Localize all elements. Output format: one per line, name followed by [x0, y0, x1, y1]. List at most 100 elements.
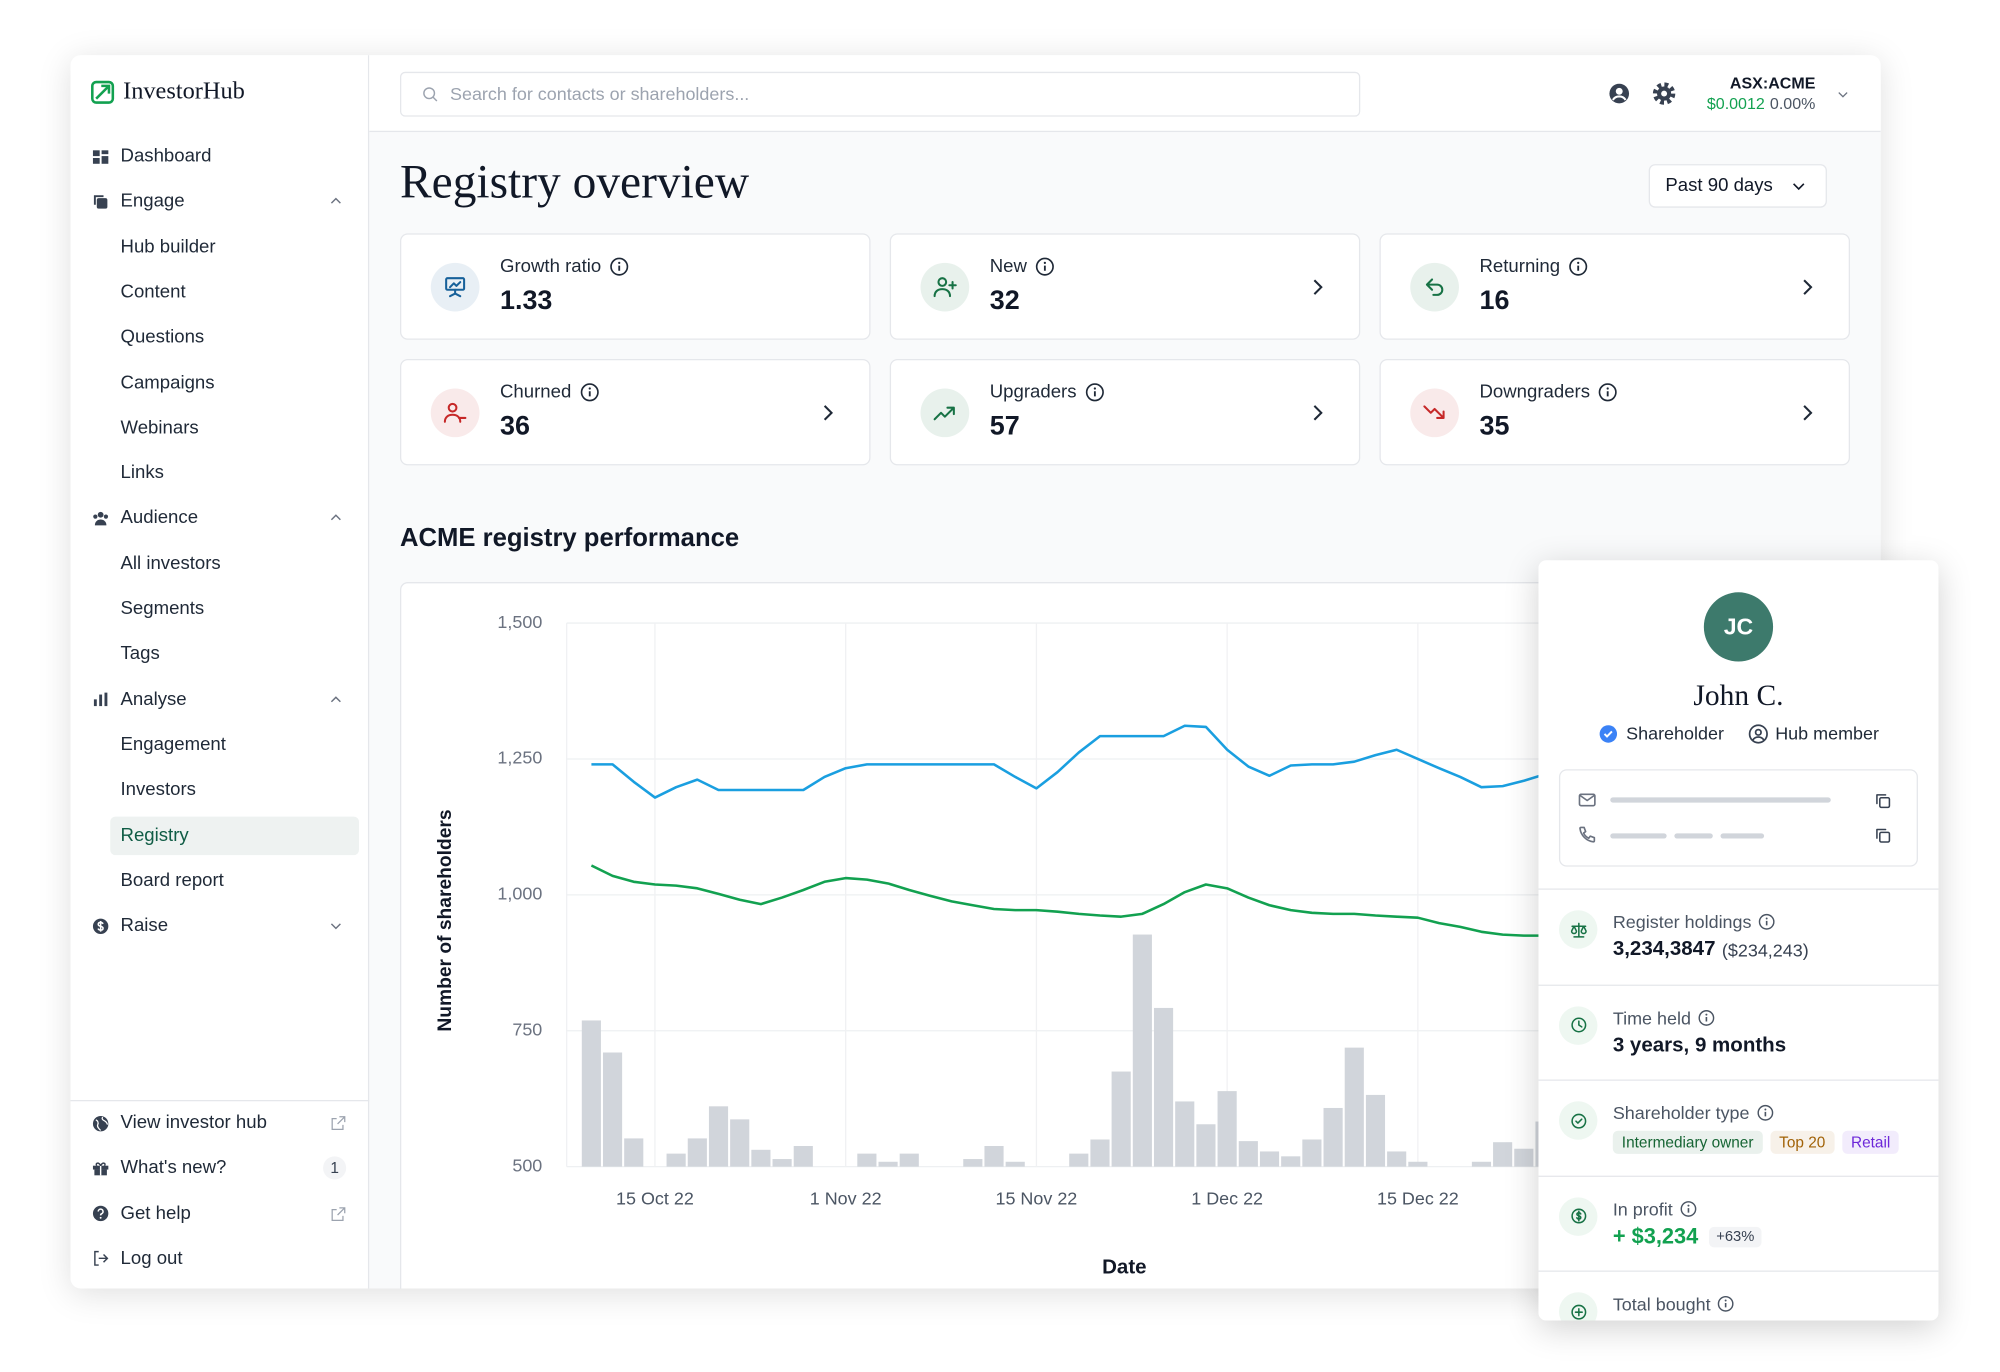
nav-subitem[interactable]: Engagement [120, 734, 226, 755]
nav-chevron [330, 923, 341, 930]
nav-subitem[interactable]: All investors [120, 553, 221, 574]
detail-value-row: 3 years, 9 months [1613, 1031, 1786, 1059]
stat-label-row: Churned [500, 378, 600, 406]
detail-label-row: Register holdings [1613, 908, 1776, 936]
footer-item[interactable]: What's new? [120, 1158, 227, 1179]
icon-shape [1578, 793, 1596, 807]
nav-item[interactable]: Raise [120, 915, 169, 937]
icon-shape [1875, 828, 1886, 839]
detail-note: ($234,243) [1721, 939, 1809, 961]
icon-shape [1578, 793, 1596, 807]
footer-item[interactable]: View investor hub [120, 1112, 267, 1134]
x-tick-label: 1 Dec 22 [1191, 1189, 1263, 1209]
bar [1196, 1124, 1216, 1167]
icon-shape [1837, 91, 1847, 98]
nav-subitem[interactable]: Segments [120, 598, 205, 620]
info-icon [1598, 383, 1618, 402]
nav-item[interactable]: Dashboard [120, 146, 212, 167]
nav-subitem[interactable]: Links [120, 462, 164, 484]
nav-subitem[interactable]: Campaigns [120, 372, 215, 393]
icon-shape [1576, 261, 1580, 264]
page-title: Registry overview [399, 156, 750, 209]
bar [1387, 1151, 1407, 1167]
footer-item[interactable]: Get help [120, 1203, 191, 1224]
bar [857, 1153, 877, 1167]
stat-label-row: Downgraders [1479, 378, 1618, 406]
icon-shape [99, 1216, 101, 1219]
nav-subitem[interactable]: Registry [120, 824, 189, 846]
icon-shape [1757, 1104, 1773, 1121]
divider [1538, 983, 1939, 986]
info-icon [1035, 257, 1054, 276]
copy-button[interactable] [1872, 790, 1891, 809]
icon-shape [1570, 1113, 1586, 1129]
icon-shape [933, 277, 957, 298]
search-placeholder[interactable]: Search for contacts or shareholders... [449, 83, 750, 104]
stat-value: 1.33 [499, 285, 553, 316]
icon-shape [1615, 87, 1623, 95]
line [590, 864, 1545, 937]
bar [1281, 1156, 1301, 1167]
nav-icon [92, 918, 108, 934]
stat-label: Growth ratio [499, 256, 602, 277]
icon-shape [1577, 1020, 1582, 1028]
bar [1217, 1091, 1237, 1167]
divider [1538, 1079, 1939, 1081]
y-tick-label: 750 [512, 1020, 542, 1040]
stat-label-row: Returning [1479, 253, 1588, 281]
nav-subitem[interactable]: Questions [120, 327, 205, 348]
icon-shape [1718, 1295, 1734, 1312]
info-icon [1680, 1200, 1696, 1217]
bar [1365, 1094, 1386, 1167]
icon-shape [580, 383, 599, 402]
stat-label: New [989, 256, 1027, 277]
y-axis-title: Number of shareholders [435, 809, 456, 1031]
footer-item[interactable]: Log out [120, 1248, 183, 1270]
icon-shape [448, 281, 462, 298]
icon-shape [1574, 1117, 1582, 1124]
nav-subitem[interactable]: Content [120, 281, 186, 303]
settings-button[interactable] [1651, 81, 1677, 107]
nav-chevron [330, 514, 341, 521]
icon-shape [1085, 383, 1104, 402]
external-icon [331, 1116, 346, 1130]
profile-panel: JC John C. Shareholder Hub member Register h… [1538, 560, 1939, 1321]
nav-item[interactable]: Engage [120, 191, 185, 212]
profile-badge: Hub member [1747, 722, 1879, 744]
icon-shape [1652, 82, 1676, 105]
bar [1175, 1101, 1195, 1167]
nav-subitem[interactable]: Investors [120, 779, 196, 801]
stat-label-row: Upgraders [990, 378, 1105, 406]
icon-shape [331, 1206, 346, 1221]
icon-shape [1579, 794, 1596, 802]
detail-label-row: Shareholder type [1613, 1099, 1774, 1127]
stat-icon-bg [1410, 262, 1459, 312]
stat-value: 16 [1479, 285, 1510, 316]
search-icon [422, 86, 437, 101]
period-dropdown[interactable] [1648, 164, 1827, 208]
nav-item[interactable]: Audience [120, 508, 199, 529]
detail-value: + $3,234 [1612, 1223, 1699, 1249]
account-button[interactable] [1608, 82, 1631, 105]
icon-shape [1606, 387, 1610, 390]
icon-shape [1570, 1304, 1586, 1320]
nav-subitem[interactable]: Webinars [120, 417, 199, 439]
x-tick-label: 15 Dec 22 [1377, 1189, 1459, 1209]
search-box[interactable] [399, 71, 1361, 117]
period-label[interactable]: Past 90 days [1665, 175, 1773, 197]
detail-value-row: + $3,234 +63% [1612, 1222, 1763, 1250]
bar [1493, 1142, 1513, 1167]
nav-item[interactable]: Analyse [120, 689, 187, 710]
icon-shape [1313, 405, 1323, 421]
chart: 500 750 1,000 1,250 1,500 15 Oct 22 1 Nov 22 15… [435, 612, 1821, 1278]
icon-shape [1043, 261, 1047, 264]
copy-button[interactable] [1872, 825, 1891, 844]
nav-subitem[interactable]: Board report [120, 870, 224, 891]
nav-subitem[interactable]: Hub builder [120, 236, 216, 258]
nav-icon [93, 194, 107, 209]
bar [624, 1138, 644, 1167]
bar [963, 1159, 983, 1167]
detail-icon [1570, 921, 1587, 937]
icon-shape [1425, 278, 1444, 296]
nav-subitem[interactable]: Tags [120, 643, 160, 665]
